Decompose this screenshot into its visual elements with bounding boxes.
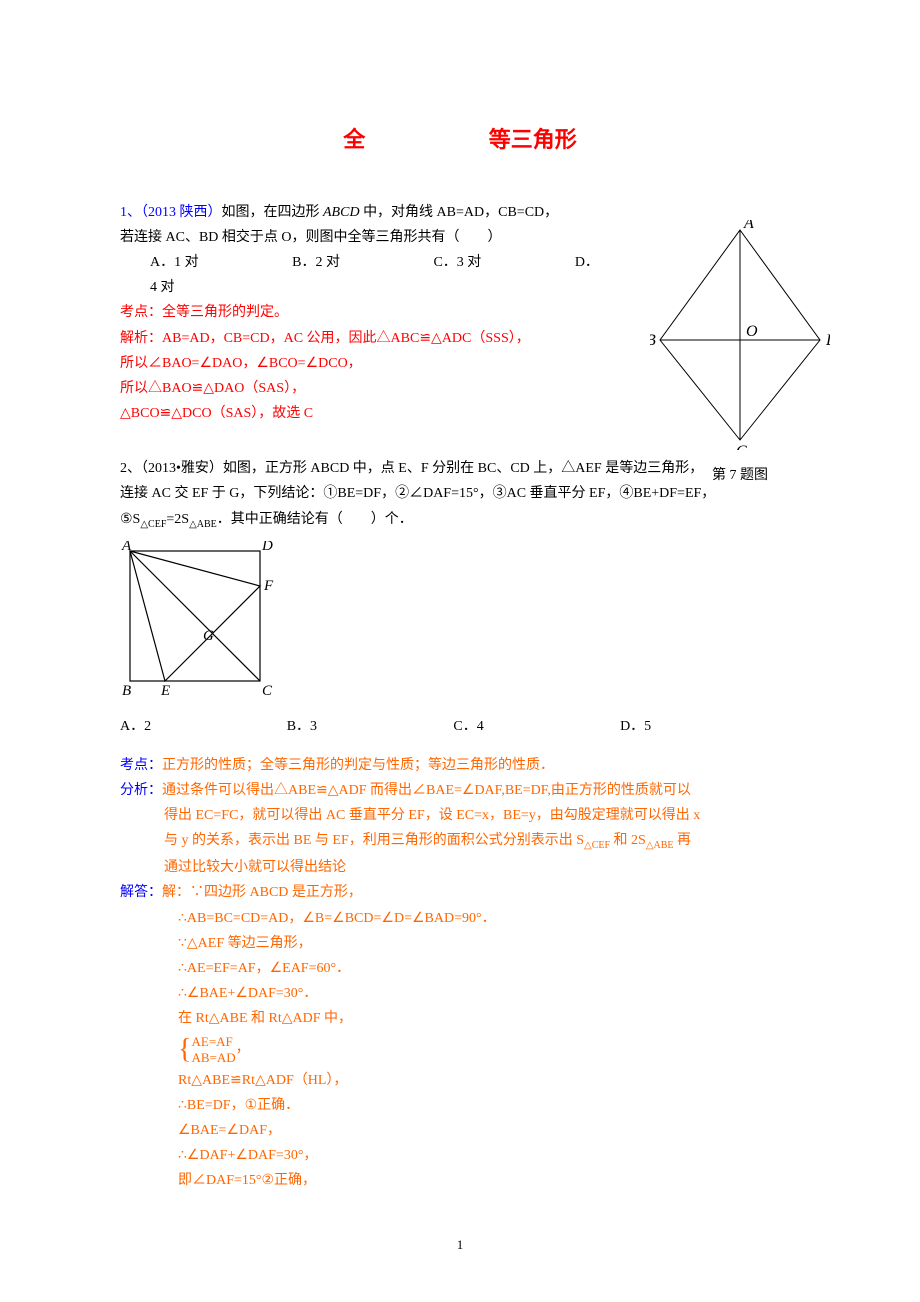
page-title: 全 等三角形 bbox=[120, 120, 800, 160]
q1-label-c: C bbox=[736, 443, 747, 450]
q1-t1b: 中，对角线 AB=AD，CB=CD， bbox=[360, 205, 559, 220]
q2-brace: { AE=AF AB=AD ， bbox=[120, 1032, 800, 1068]
q2-fx3c: 再 bbox=[674, 833, 692, 848]
q2-fx2: 得出 EC=FC，就可以得出 AC 垂直平分 EF，设 EC=x，BE=y，由勾… bbox=[120, 803, 800, 828]
q1-kd-text: 全等三角形的判定。 bbox=[162, 305, 288, 320]
title-left: 全 bbox=[343, 120, 365, 160]
q2-label-g: G bbox=[203, 628, 214, 644]
q2-opt-a: A．2 bbox=[120, 714, 283, 739]
q2-kd-text: 正方形的性质；全等三角形的判定与性质；等边三角形的性质． bbox=[162, 758, 554, 773]
q2-diagram: A B C D E F G bbox=[120, 541, 800, 705]
page-number: 1 bbox=[120, 1233, 800, 1256]
question-1: 1、（2013 陕西）如图，在四边形 ABCD 中，对角线 AB=AD，CB=C… bbox=[120, 200, 800, 427]
q2-label-e: E bbox=[160, 683, 170, 696]
q2-fx3b: 和 2S bbox=[610, 833, 646, 848]
q2-fx4: 通过比较大小就可以得出结论 bbox=[120, 855, 800, 880]
q1-label-b: B bbox=[650, 332, 656, 349]
q2-fx3s2: △ABE bbox=[646, 840, 674, 851]
q2-fx1: 通过条件可以得出△ABE≌△ADF 而得出∠BAE=∠DAF,BE=DF,由正方… bbox=[162, 783, 691, 798]
q1-abcd: ABCD bbox=[323, 205, 360, 220]
q1-opt-d: D．4 对 bbox=[150, 255, 599, 295]
q2-kaodian: 考点：正方形的性质；全等三角形的判定与性质；等边三角形的性质． bbox=[120, 753, 800, 778]
q1-t1: 如图，在四边形 bbox=[222, 205, 324, 220]
q2-source: （2013•雅安） bbox=[141, 461, 223, 476]
q1-jx-text: AB=AD，CB=CD，AC 公用，因此△ABC≌△ADC（SSS）， bbox=[162, 331, 530, 346]
q2-label-c: C bbox=[262, 683, 273, 696]
q2-opt-b: B．3 bbox=[287, 714, 450, 739]
q1-label-o: O bbox=[746, 323, 758, 340]
q2-svg: A B C D E F G bbox=[120, 541, 275, 696]
q2-l3b: =2S bbox=[166, 512, 189, 527]
q1-source: （2013 陕西） bbox=[141, 205, 222, 220]
q2-label-f: F bbox=[263, 578, 274, 594]
q2-label-b: B bbox=[122, 683, 131, 696]
q2-label-d: D bbox=[261, 541, 273, 554]
q2-jieda: 解答：解：∵四边形 ABCD 是正方形， bbox=[120, 880, 800, 905]
q2-b1: AE=AF bbox=[191, 1034, 235, 1050]
q2-stem-line3: ⑤S△CEF=2S△ABE．其中正确结论有（ ）个． bbox=[120, 507, 800, 534]
q2-b2: AB=AD bbox=[191, 1050, 235, 1066]
q1-opt-c: C．3 对 bbox=[433, 250, 481, 275]
q2-kd-label: 考点： bbox=[120, 758, 162, 773]
q1-kaodian: 考点：全等三角形的判定。 bbox=[120, 300, 600, 325]
q1-label-d: D bbox=[825, 332, 830, 349]
q2-fx-label: 分析： bbox=[120, 783, 162, 798]
q1-opt-b: B．2 对 bbox=[292, 250, 340, 275]
q2-s4: ∴∠BAE+∠DAF=30°． bbox=[120, 981, 800, 1006]
q1-options: A．1 对 B．2 对 C．3 对 D．4 对 bbox=[120, 250, 600, 300]
q2-ja-label: 解答： bbox=[120, 885, 162, 900]
q2-num: 2、 bbox=[120, 461, 141, 476]
q2-opt-c: C．4 bbox=[453, 714, 616, 739]
q2-l3a: ⑤S bbox=[120, 512, 140, 527]
q2-fenxi: 分析：通过条件可以得出△ABE≌△ADF 而得出∠BAE=∠DAF,BE=DF,… bbox=[120, 778, 800, 803]
q1-stem-line2: 若连接 AC、BD 相交于点 O，则图中全等三角形共有（ ） bbox=[120, 225, 600, 250]
q1-l2: 所以△BAO≌△DAO（SAS）， bbox=[120, 376, 600, 401]
q1-l3: △BCO≌△DCO（SAS），故选 C bbox=[120, 401, 600, 426]
q2-sub1: △CEF bbox=[140, 518, 166, 529]
title-right: 等三角形 bbox=[489, 120, 577, 160]
q2-label-a: A bbox=[121, 541, 132, 554]
q2-s10: 即∠DAF=15°②正确， bbox=[120, 1168, 800, 1193]
q1-opt-a: A．1 对 bbox=[150, 250, 199, 275]
q2-ja1: 解：∵四边形 ABCD 是正方形， bbox=[162, 885, 362, 900]
brace-icon: { bbox=[178, 1032, 191, 1068]
q1-label-a: A bbox=[743, 220, 754, 232]
q2-sub2: △ABE bbox=[189, 518, 217, 529]
q2-options: A．2 B．3 C．4 D．5 bbox=[120, 714, 800, 739]
q2-fx3: 与 y 的关系，表示出 BE 与 EF，利用三角形的面积公式分别表示出 S△CE… bbox=[120, 828, 800, 855]
q1-diagram: A B C D O 第 7 题图 bbox=[640, 220, 840, 488]
q2-s2: ∵△AEF 等边三角形， bbox=[120, 931, 800, 956]
q2-s7: ∴BE=DF，①正确． bbox=[120, 1093, 800, 1118]
q1-caption: 第 7 题图 bbox=[640, 463, 840, 488]
q1-jx-label: 解析： bbox=[120, 331, 162, 346]
q2-s6: Rt△ABE≌Rt△ADF（HL）， bbox=[120, 1068, 800, 1093]
q1-jiexi: 解析：AB=AD，CB=CD，AC 公用，因此△ABC≌△ADC（SSS）， bbox=[120, 326, 600, 351]
q1-l1: 所以∠BAO=∠DAO，∠BCO=∠DCO， bbox=[120, 351, 600, 376]
q2-s1: ∴AB=BC=CD=AD，∠B=∠BCD=∠D=∠BAD=90°． bbox=[120, 906, 800, 931]
q2-bcomma: ， bbox=[236, 1041, 250, 1058]
q2-fx3s1: △CEF bbox=[584, 840, 610, 851]
q2-l3c: ．其中正确结论有（ ）个． bbox=[217, 512, 413, 527]
question-2: 2、（2013•雅安）如图，正方形 ABCD 中，点 E、F 分别在 BC、CD… bbox=[120, 456, 800, 1193]
q2-s8: ∠BAE=∠DAF， bbox=[120, 1118, 800, 1143]
q1-stem-line1: 1、（2013 陕西）如图，在四边形 ABCD 中，对角线 AB=AD，CB=C… bbox=[120, 200, 600, 225]
q2-s9: ∴∠DAF+∠DAF=30°， bbox=[120, 1143, 800, 1168]
q2-line-ac bbox=[130, 551, 260, 681]
q2-fx3a: 与 y 的关系，表示出 BE 与 EF，利用三角形的面积公式分别表示出 S bbox=[164, 833, 584, 848]
q2-s5: 在 Rt△ABE 和 Rt△ADF 中， bbox=[120, 1006, 800, 1031]
q1-num: 1、 bbox=[120, 205, 141, 220]
q1-svg: A B C D O bbox=[650, 220, 830, 450]
q2-t1: 如图，正方形 ABCD 中，点 E、F 分别在 BC、CD 上，△AEF 是等边… bbox=[223, 461, 703, 476]
q2-opt-d: D．5 bbox=[620, 714, 783, 739]
q1-kd-label: 考点： bbox=[120, 305, 162, 320]
q2-s3: ∴AE=EF=AF，∠EAF=60°． bbox=[120, 956, 800, 981]
